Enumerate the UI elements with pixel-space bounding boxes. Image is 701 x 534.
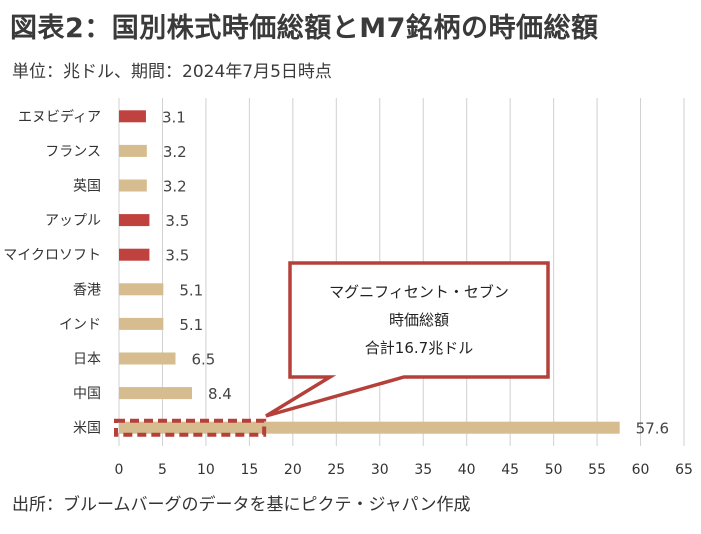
x-tick-label: 55	[588, 462, 606, 478]
category-label: 英国	[73, 178, 101, 195]
callout-text-line: マグニフィセント・セブン	[329, 283, 509, 301]
bar	[119, 214, 150, 227]
callout-text-line: 合計16.7兆ドル	[365, 339, 473, 357]
category-label: 米国	[73, 421, 101, 437]
category-label: 香港	[73, 282, 101, 298]
category-label: フランス	[45, 144, 101, 160]
x-tick-label: 40	[458, 462, 476, 478]
bar	[119, 144, 147, 157]
x-tick-label: 10	[197, 462, 215, 478]
x-tick-label: 45	[501, 462, 519, 478]
x-tick-label: 65	[675, 462, 693, 478]
x-tick-label: 20	[284, 462, 302, 478]
callout-bubble	[265, 261, 550, 418]
chart-source: 出所：ブルームバーグのデータを基にピクテ・ジャパン作成	[12, 495, 471, 515]
x-tick-label: 0	[115, 462, 124, 478]
callout-text-line: 時価総額	[389, 311, 449, 329]
category-label: アップル	[45, 213, 101, 229]
category-label: 日本	[73, 352, 101, 368]
value-label: 3.5	[165, 247, 189, 265]
x-tick-label: 15	[240, 462, 258, 478]
callout-highlight-box	[114, 418, 267, 437]
x-tick-label: 35	[414, 462, 432, 478]
x-tick-label: 30	[371, 462, 389, 478]
value-label: 3.1	[162, 108, 186, 126]
value-labels: 3.1 3.2 3.2 3.5 3.5 5.1 5.1 6.5 8.4 57.6	[162, 108, 669, 437]
value-label: 3.5	[165, 212, 189, 230]
chart-subtitle: 単位：兆ドル、期間：2024年7月5日時点	[12, 62, 332, 82]
bar	[119, 387, 193, 400]
value-label: 6.5	[192, 351, 216, 369]
value-label: 8.4	[208, 385, 232, 403]
bar	[119, 317, 164, 330]
value-label: 5.1	[179, 316, 203, 334]
value-label: 57.6	[636, 420, 669, 438]
bar	[119, 179, 147, 192]
x-tick-label: 60	[632, 462, 650, 478]
chart-title: 図表2：国別株式時価総額とM7銘柄の時価総額	[10, 13, 599, 44]
category-label: 中国	[73, 386, 101, 402]
value-label: 5.1	[179, 281, 203, 299]
bar	[119, 110, 146, 123]
category-label: エヌビディア	[18, 108, 101, 125]
x-tick-label: 50	[545, 462, 563, 478]
x-axis-ticks: 0 5 10 15 20 25 30 35 40 45 50 55 60 65	[115, 462, 693, 478]
x-tick-label: 5	[158, 462, 167, 478]
bar	[119, 283, 164, 296]
category-label: インド	[59, 317, 101, 333]
category-label: マイクロソフト	[3, 248, 101, 264]
bars	[119, 110, 620, 434]
bar	[119, 248, 150, 261]
bar	[119, 421, 620, 434]
bar	[119, 352, 176, 365]
value-label: 3.2	[163, 143, 187, 161]
value-label: 3.2	[163, 178, 187, 196]
x-tick-label: 25	[327, 462, 345, 478]
